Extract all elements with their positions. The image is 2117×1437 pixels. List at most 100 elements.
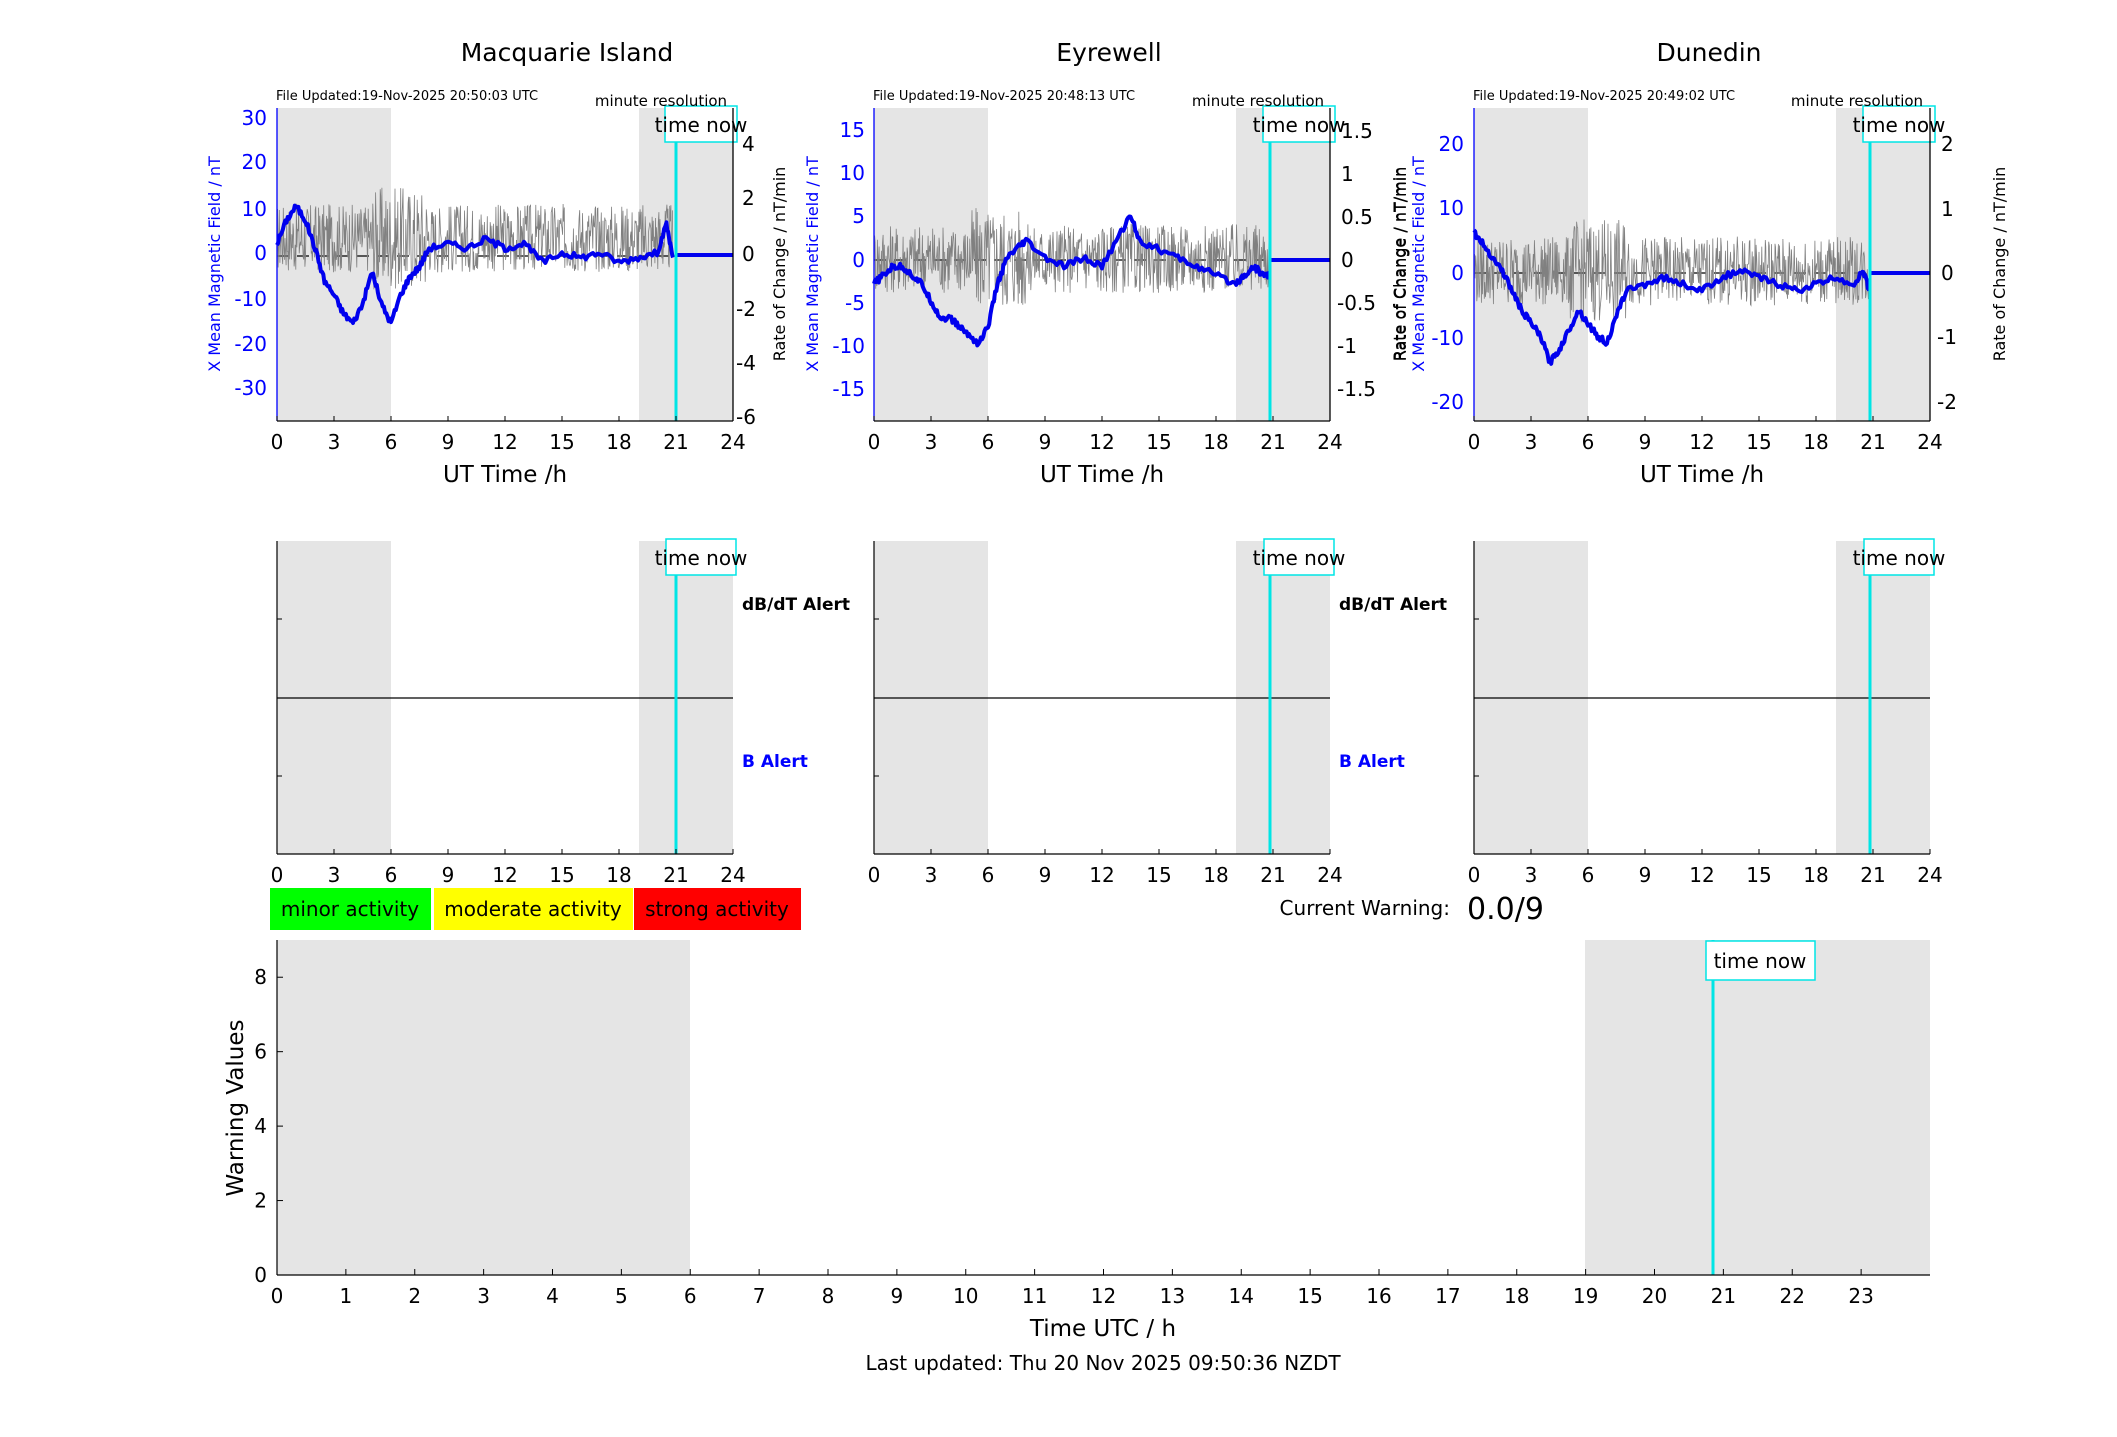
x-tick-label: 17 [1435,1284,1460,1308]
tick-label: -20 [1431,390,1464,414]
station-title: Dunedin [1657,38,1762,67]
strong-activity-label: strong activity [645,897,789,921]
x-tick-label: 12 [492,430,517,454]
x-tick-label: 10 [953,1284,978,1308]
x-tick-label: 7 [753,1284,766,1308]
tick-label: 15 [840,118,865,142]
y-tick-label: 6 [254,1040,267,1064]
resolution-label: minute resolution [595,92,727,110]
left-tick-labels: 30 20 10 0 -10 -20 -30 [234,106,267,400]
x-tick-label: 9 [1639,430,1652,454]
x-tick-label: 9 [1639,863,1652,887]
rate-of-change-line [873,208,1270,305]
right-tick-labels: 1.5 1 0.5 0 -0.5 -1 -1.5 [1337,119,1376,401]
moderate-activity-swatch [434,888,633,930]
resolution-label: minute resolution [1192,92,1324,110]
x-tick-label: 19 [1573,1284,1598,1308]
tick-label: -0.5 [1337,291,1376,315]
b-alert-label: B Alert [742,752,808,772]
x-tick-label: 9 [442,863,455,887]
minor-activity-swatch [270,888,431,930]
left-tick-labels: 15 10 5 0 -5 -10 -15 [832,118,865,401]
magnetic-field-line [1472,228,1872,366]
x-tick-label: 6 [385,430,398,454]
time-now-box [1862,105,1936,143]
tick-label: 20 [242,150,267,174]
night-shade [639,108,733,421]
tick-label: -1 [1337,334,1357,358]
x-tick-label: 21 [663,863,688,887]
time-now-box [1262,105,1336,143]
tick-label: -10 [1431,326,1464,350]
rate-of-change-series [276,187,673,290]
alert-panel-eyrewell: time now dB/dT Alert B Alert 0 3 6 9 12 15 18 2… [868,538,1447,887]
time-now-label: time now [1853,113,1946,137]
x-tick-label: 22 [1780,1284,1805,1308]
x-tick-label: 2 [408,1284,421,1308]
tick-label: -1 [1937,325,1957,349]
x-tick-label: 8 [822,1284,835,1308]
x-tick-label: 0 [271,863,284,887]
x-tick-label: 12 [1091,1284,1116,1308]
x-tick-label: 0 [868,430,881,454]
tick-label: 0 [1941,261,1954,285]
x-tick-label: 12 [1689,430,1714,454]
tick-label: -30 [234,376,267,400]
x-tick-labels: 0 3 6 9 12 15 18 21 24 [1468,416,1943,454]
x-tick-label: 14 [1229,1284,1254,1308]
x-tick-label: 12 [1689,863,1714,887]
time-now-box [1263,538,1335,576]
x-tick-label: 6 [982,863,995,887]
tick-label: 10 [242,197,267,221]
x-tick-label: 24 [1317,430,1342,454]
time-now-box [1863,538,1935,576]
tick-label: -15 [832,377,865,401]
alert-panel-macquarie: time now dB/dT Alert B Alert 0 3 6 9 12 15 18 2… [271,538,850,887]
x-tick-label: 6 [385,863,398,887]
current-warning-label: Current Warning: [1280,896,1450,920]
b-alert-label: B Alert [1339,752,1405,772]
x-tick-label: 24 [1317,863,1342,887]
tick-label: 10 [1439,196,1464,220]
x-axis-title: UT Time /h [1040,462,1164,488]
x-tick-label: 9 [442,430,455,454]
x-tick-label: 24 [720,430,745,454]
x-tick-label: 9 [891,1284,904,1308]
x-tick-label: 0 [868,863,881,887]
x-tick-label: 0 [1468,430,1481,454]
current-warning-value: 0.0/9 [1467,892,1544,927]
tick-label: 2 [1941,132,1954,156]
y-axis-title: X Mean Magnetic Field / nT [205,156,224,372]
strong-activity-swatch [634,888,801,930]
y2-axis-title: Rate of Change / nT/min [770,167,789,362]
x-tick-label: 21 [1860,430,1885,454]
y-tick-label: 8 [254,965,267,989]
x-tick-label: 15 [1746,863,1771,887]
dbdt-alert-label: dB/dT Alert [1339,595,1447,615]
tick-label: 0 [1451,261,1464,285]
x-tick-label: 24 [1917,863,1942,887]
x-tick-label: 3 [925,863,938,887]
tick-label: 2 [742,186,755,210]
x-tick-label: 15 [1297,1284,1322,1308]
x-tick-label: 6 [1582,863,1595,887]
rate-of-change-series [873,208,1270,305]
tick-label: -5 [845,291,865,315]
x-tick-label: 21 [1860,863,1885,887]
tick-label: -1.5 [1337,377,1376,401]
tick-label: -20 [234,332,267,356]
x-tick-label: 23 [1848,1284,1873,1308]
x-tick-label: 15 [549,863,574,887]
tick-label: 0 [1341,248,1354,272]
x-tick-label: 18 [1203,863,1228,887]
x-tick-label: 3 [1525,430,1538,454]
x-tick-labels: 0 3 6 9 12 15 18 21 24 [868,416,1343,454]
x-tick-label: 15 [1146,863,1171,887]
x-tick-label: 18 [1504,1284,1529,1308]
x-tick-label: 18 [606,863,631,887]
y-tick-label: 0 [254,1263,267,1287]
y-tick-label: 4 [254,1114,267,1138]
tick-label: -6 [736,405,756,429]
file-updated-text: File Updated:19-Nov-2025 20:48:13 UTC [873,89,1135,104]
time-now-label: time now [655,546,748,570]
